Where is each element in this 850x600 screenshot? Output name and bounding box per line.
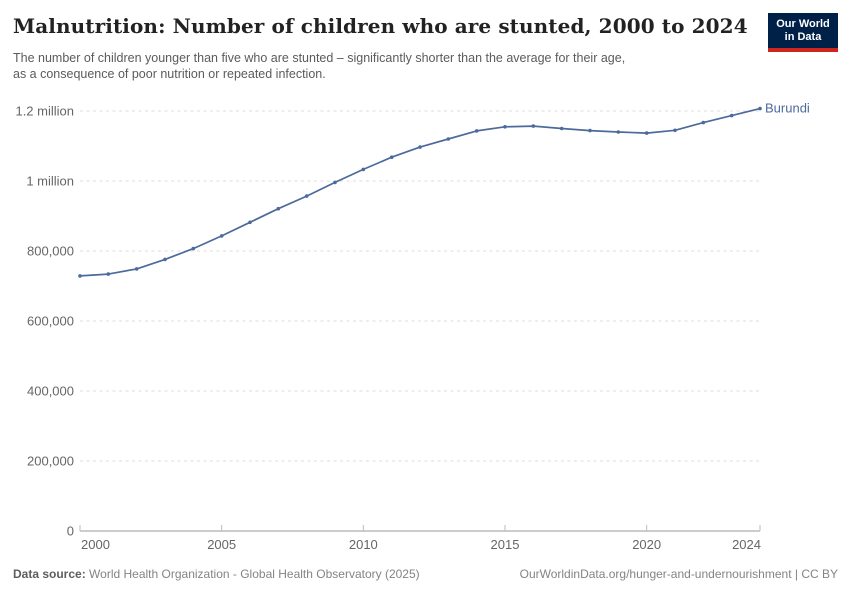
data-source-value: World Health Organization - Global Healt… bbox=[89, 567, 420, 581]
x-tick-label: 2020 bbox=[632, 537, 661, 552]
data-point[interactable] bbox=[361, 167, 366, 172]
data-point[interactable] bbox=[78, 274, 82, 278]
data-point[interactable] bbox=[616, 130, 621, 134]
data-point[interactable] bbox=[673, 128, 677, 133]
y-tick-label: 1 million bbox=[26, 174, 74, 189]
data-point[interactable] bbox=[588, 128, 592, 133]
data-point[interactable] bbox=[276, 206, 281, 211]
series-label[interactable]: Burundi bbox=[765, 101, 810, 116]
x-tick-label: 2010 bbox=[349, 537, 378, 552]
data-source: Data source: World Health Organization -… bbox=[13, 567, 420, 582]
footer-license-link[interactable]: OurWorldinData.org/hunger-and-undernouri… bbox=[519, 567, 838, 581]
owid-logo-line2: in Data bbox=[784, 31, 822, 43]
chart-footer: Data source: World Health Organization -… bbox=[13, 567, 838, 582]
y-tick-label: 200,000 bbox=[27, 454, 74, 469]
data-point[interactable] bbox=[474, 129, 479, 133]
data-point[interactable] bbox=[729, 113, 734, 118]
y-tick-label: 1.2 million bbox=[15, 104, 74, 119]
data-point[interactable] bbox=[333, 180, 337, 185]
owid-logo[interactable]: Our World in Data bbox=[768, 13, 838, 52]
data-point[interactable] bbox=[191, 246, 196, 251]
data-point[interactable] bbox=[418, 145, 422, 149]
data-source-label: Data source: bbox=[13, 567, 86, 581]
x-tick-label: 2000 bbox=[81, 537, 110, 552]
y-tick-label: 600,000 bbox=[27, 314, 74, 329]
x-tick-label: 2024 bbox=[732, 537, 761, 552]
chart-subtitle-line2: as a consequence of poor nutrition or re… bbox=[13, 66, 326, 81]
data-point[interactable] bbox=[389, 155, 394, 159]
data-point[interactable] bbox=[304, 194, 309, 198]
data-point[interactable] bbox=[644, 131, 649, 135]
data-point[interactable] bbox=[446, 137, 451, 141]
data-point[interactable] bbox=[503, 125, 507, 129]
y-tick-label: 400,000 bbox=[27, 384, 74, 399]
data-point[interactable] bbox=[559, 126, 564, 131]
x-tick-label: 2015 bbox=[491, 537, 520, 552]
data-point[interactable] bbox=[701, 120, 706, 125]
y-tick-label: 0 bbox=[67, 524, 74, 539]
data-point[interactable] bbox=[531, 124, 536, 128]
x-tick-label: 2005 bbox=[207, 537, 236, 552]
data-point[interactable] bbox=[134, 267, 139, 271]
chart-subtitle-line1: The number of children younger than five… bbox=[13, 51, 626, 65]
data-point[interactable] bbox=[219, 234, 224, 238]
chart-title: Malnutrition: Number of children who are… bbox=[13, 14, 748, 38]
data-point[interactable] bbox=[106, 272, 111, 276]
data-point[interactable] bbox=[758, 106, 762, 111]
owid-logo-line1: Our World bbox=[776, 18, 830, 30]
y-tick-label: 800,000 bbox=[27, 244, 74, 259]
data-point[interactable] bbox=[163, 257, 167, 262]
chart-subtitle: The number of children younger than five… bbox=[13, 51, 625, 82]
data-point[interactable] bbox=[248, 220, 252, 225]
